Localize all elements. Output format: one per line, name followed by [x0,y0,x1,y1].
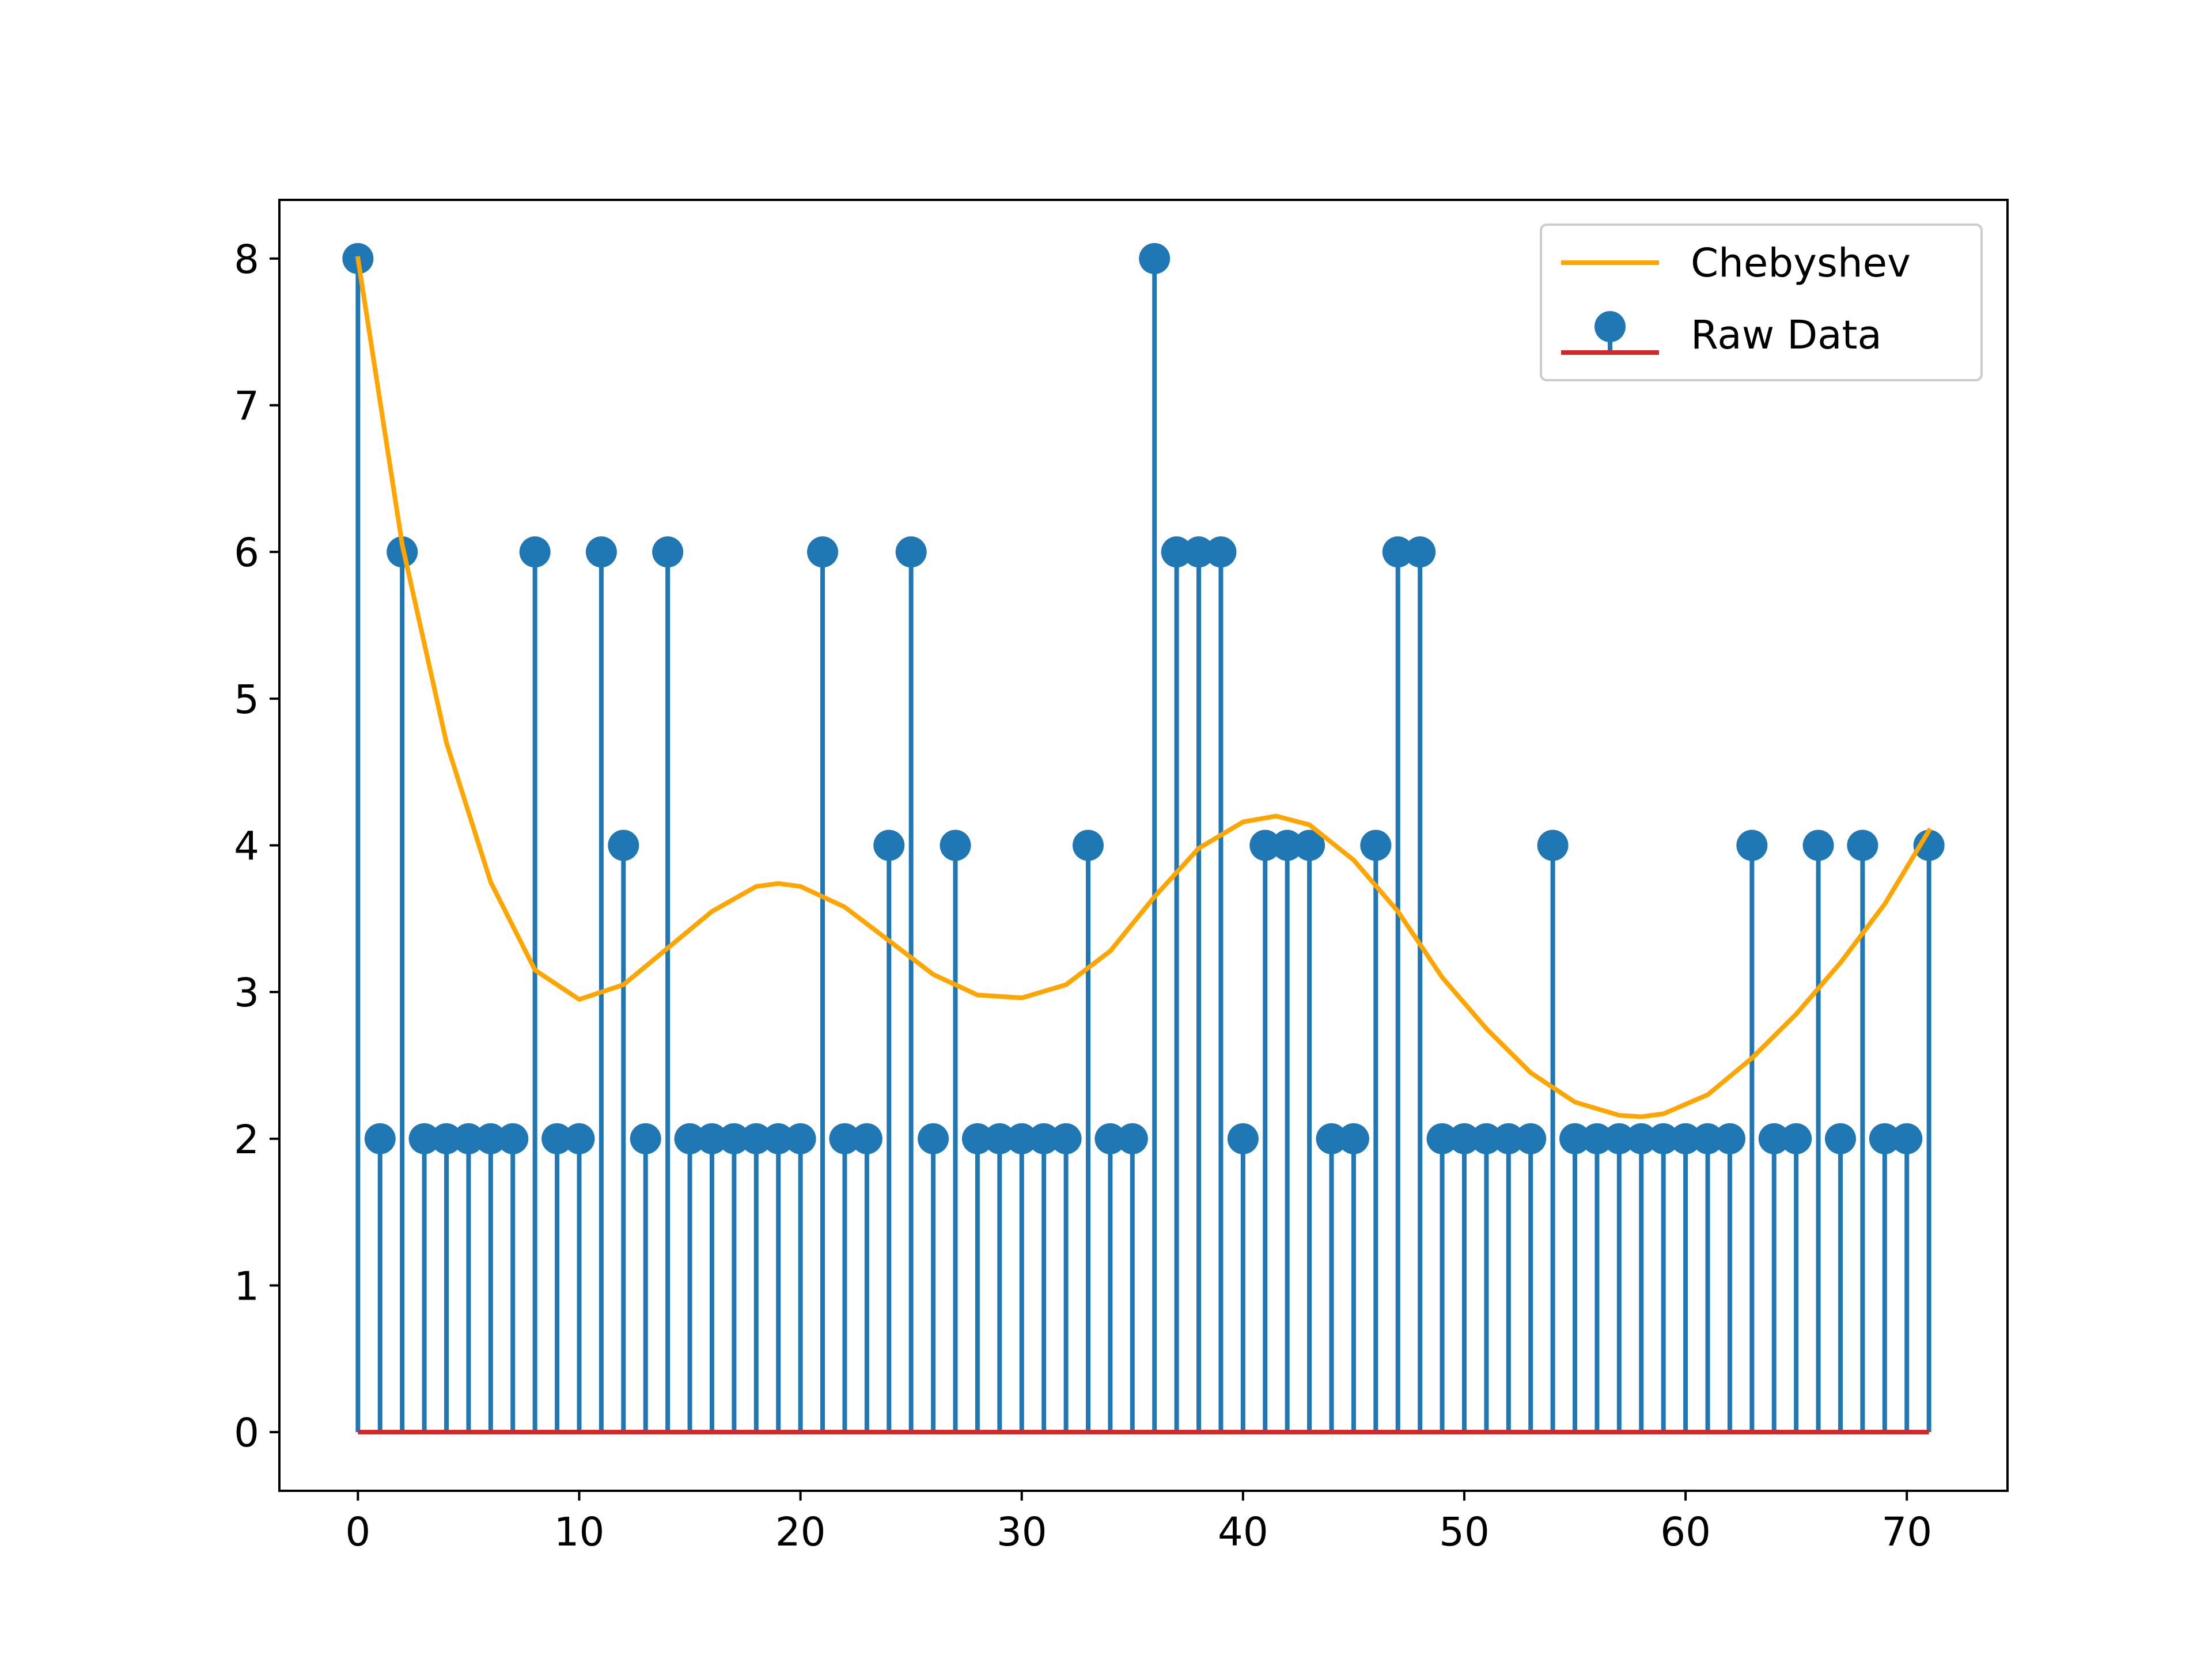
x-tick-label: 0 [345,1509,370,1555]
stem-marker [1316,1123,1347,1154]
stem-marker [1205,536,1237,568]
stem-marker [1006,1123,1037,1154]
x-tick-label: 20 [775,1509,826,1555]
stem-marker [1426,1123,1458,1154]
stem-marker [763,1123,794,1154]
stem-marker [674,1123,706,1154]
stem-marker [408,1123,440,1154]
y-tick-label: 4 [234,824,259,870]
stem-marker [364,1123,396,1154]
stem-marker [652,536,684,568]
legend-raw-data-marker [1594,311,1626,342]
chebyshev-line [355,256,1933,1119]
stem-marker [1360,830,1392,861]
y-tick-label: 3 [234,970,259,1016]
stem-marker [1559,1123,1591,1154]
stem-marker [1847,830,1878,861]
stem-marker [1603,1123,1635,1154]
y-tick-label: 2 [234,1117,259,1163]
legend-raw-data-label: Raw Data [1691,312,1882,358]
stem-marker [1891,1123,1923,1154]
x-tick-label: 30 [997,1509,1047,1555]
y-tick-label: 5 [234,677,259,723]
stem-marker [1094,1123,1126,1154]
stem-marker [1781,1123,1812,1154]
legend-chebyshev-label: Chebyshev [1691,240,1911,286]
x-tick-label: 50 [1439,1509,1490,1555]
stem-marker [1913,830,1945,861]
stem-marker [961,1123,993,1154]
stem-marker [431,1123,463,1154]
stem-marker [630,1123,661,1154]
stem-marker [984,1123,1016,1154]
stem-marker [1493,1123,1524,1154]
stem-marker [1338,1123,1369,1154]
stem-marker [1072,830,1104,861]
stem-marker [1161,536,1192,568]
stem-marker [1824,1123,1856,1154]
stem-marker [1869,1123,1900,1154]
stem-marker [895,536,927,568]
stem-marker [940,830,971,861]
plot-area [342,243,1945,1435]
stem-marker [1382,536,1414,568]
stem-marker [1714,1123,1745,1154]
stem-marker [1294,830,1325,861]
stem-marker [696,1123,728,1154]
stem-marker [1647,1123,1679,1154]
axes: 0 10 20 30 40 50 60 70 0 1 2 3 4 5 6 7 8 [234,199,2009,1555]
x-tick-label: 70 [1881,1509,1932,1555]
stem-marker [1448,1123,1480,1154]
stem-marker [497,1123,529,1154]
stem-marker [718,1123,750,1154]
stem-marker [1537,830,1569,861]
stem-marker [851,1123,882,1154]
stem-marker [1758,1123,1790,1154]
stem-marker [740,1123,772,1154]
stem-marker [585,536,617,568]
stem-marker [519,536,551,568]
stem-marker [1028,1123,1060,1154]
stem-marker [1183,536,1215,568]
y-tick-label: 0 [234,1410,259,1456]
x-tick-label: 40 [1218,1509,1268,1555]
stem-marker [1404,536,1436,568]
stem-marker [1802,830,1834,861]
stem-marker [608,830,639,861]
y-tick-label: 7 [234,384,259,430]
x-tick-label: 10 [554,1509,605,1555]
legend: Chebyshev Raw Data [1540,224,1983,381]
stem-marker [475,1123,506,1154]
stem-marker [918,1123,949,1154]
stem-marker [1692,1123,1724,1154]
stem-marker [541,1123,573,1154]
stem-marker [1471,1123,1502,1154]
x-tick-label: 60 [1660,1509,1711,1555]
stem-marker [1515,1123,1547,1154]
stem-marker [563,1123,595,1154]
stem-marker [1227,1123,1259,1154]
stem-marker [807,536,839,568]
stem-marker [1249,830,1281,861]
stem-marker [1670,1123,1702,1154]
stem-marker [1050,1123,1082,1154]
stem-marker [785,1123,816,1154]
stem-marker [453,1123,484,1154]
y-tick-label: 6 [234,530,259,576]
stem-marker [1271,830,1303,861]
stem-marker [1139,243,1171,274]
stem-marker [829,1123,861,1154]
stem-marker [1626,1123,1657,1154]
stem-marker [1581,1123,1613,1154]
stem-marker [1116,1123,1148,1154]
y-tick-label: 1 [234,1263,259,1309]
stem-marker [1736,830,1768,861]
y-tick-label: 8 [234,237,259,283]
stem-marker [873,830,905,861]
